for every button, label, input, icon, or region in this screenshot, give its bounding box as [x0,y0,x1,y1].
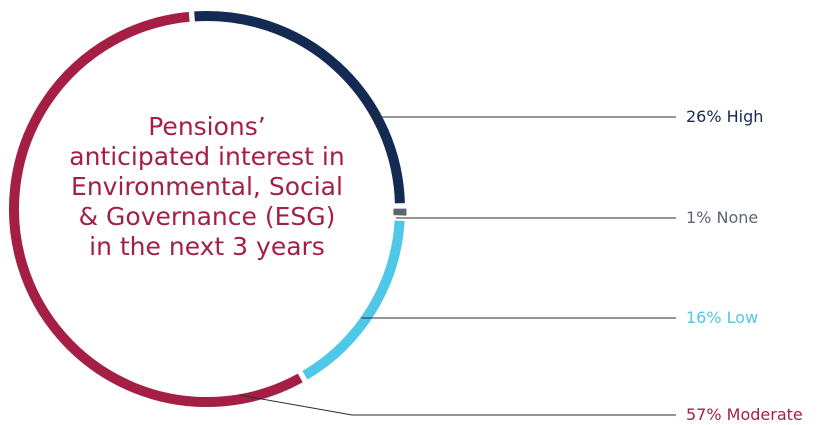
chart-title-line: in the next 3 years [89,232,325,261]
chart-title-line: & Governance (ESG) [78,202,336,231]
slice-low [302,220,405,380]
slice-high [194,11,405,204]
chart-title-line: Pensions’ [148,112,266,141]
slice-moderate [8,11,303,407]
leader-lines [239,116,676,416]
slice-label-high: 26% High [686,107,764,126]
leader-line-moderate [239,394,676,416]
slice-label-low: 16% Low [686,308,759,327]
slice-label-moderate: 57% Moderate [686,405,803,424]
chart-title: Pensions’ anticipated interest in Enviro… [30,112,384,262]
chart-title-line: Environmental, Social [71,172,343,201]
donut-slices [8,11,407,407]
chart-title-line: anticipated interest in [69,142,345,171]
slice-label-none: 1% None [686,208,759,227]
